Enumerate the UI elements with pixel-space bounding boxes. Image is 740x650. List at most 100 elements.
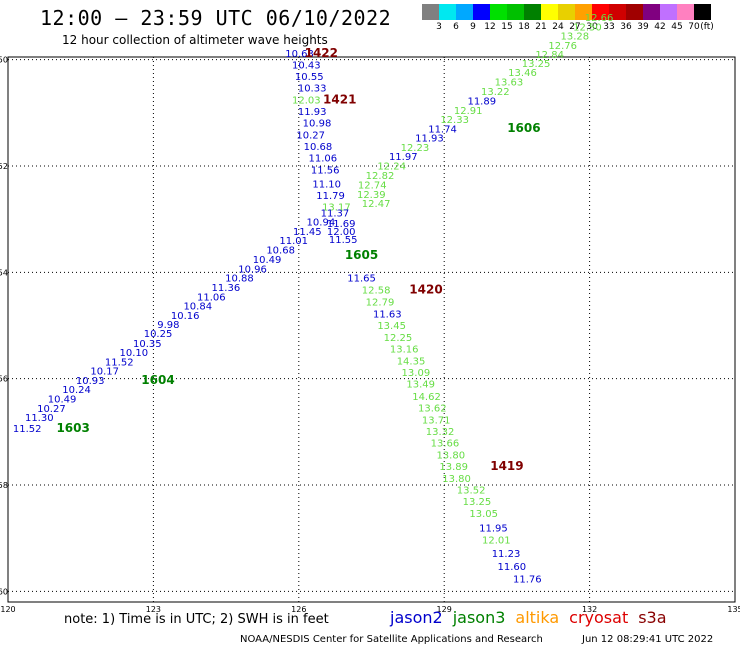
wave-height-value: 12.23	[401, 143, 430, 154]
wave-height-value: 13.89	[439, 462, 468, 473]
wave-height-value: 11.30	[25, 413, 54, 424]
wave-height-value: 11.36	[212, 283, 241, 294]
wave-height-value: 10.55	[295, 72, 324, 83]
wave-height-value: 10.96	[238, 264, 267, 275]
color-scale-bar: 3 6 9 12 15 18 21 24 27 30 33 36 39 42 45 70 (ft)	[422, 4, 714, 34]
pass-number-label: 1420	[409, 283, 442, 297]
wave-height-value: 9.98	[157, 320, 179, 331]
wave-height-value: 10.27	[296, 130, 325, 141]
wave-height-value: 11.93	[415, 134, 444, 145]
wave-height-value: 13.63	[495, 78, 524, 89]
wave-height-value: 13.46	[508, 68, 537, 79]
wave-height-value: 10.68	[304, 142, 333, 153]
wave-height-value: 12.24	[377, 162, 406, 173]
color-swatch	[541, 4, 558, 20]
longitude-label: 135	[727, 605, 740, 614]
wave-height-value: 11.10	[312, 179, 341, 190]
wave-height-value: 11.52	[105, 357, 134, 368]
color-scale-label: 39	[637, 22, 649, 32]
color-scale-label: 12	[484, 22, 496, 32]
wave-height-value: 10.25	[144, 329, 173, 340]
color-swatch	[490, 4, 507, 20]
color-swatch	[439, 4, 456, 20]
wave-height-value: 12.03	[292, 95, 321, 106]
latitude-label: -54	[0, 268, 8, 277]
credit-line: NOAA/NESDIS Center for Satellite Applica…	[240, 634, 543, 645]
wave-height-value: 11.55	[329, 235, 358, 246]
color-scale-label: 9	[470, 22, 476, 32]
wave-height-value: 12.66	[585, 13, 614, 24]
color-swatch	[677, 4, 694, 20]
wave-height-value: 11.45	[293, 227, 322, 238]
color-swatch	[422, 4, 439, 20]
color-scale-label: 15	[501, 22, 513, 32]
wave-height-value: 13.80	[442, 474, 471, 485]
color-swatch	[507, 4, 524, 20]
legend-s3a: s3a	[638, 608, 667, 627]
wave-height-value: 12.47	[362, 199, 391, 210]
pass-number-label: 1421	[323, 92, 356, 106]
pass-number-label: 1422	[305, 46, 338, 60]
wave-height-value: 11.79	[316, 191, 345, 202]
color-scale-label: 21	[535, 22, 547, 32]
wave-height-value: 12.33	[440, 115, 469, 126]
wave-height-value: 11.23	[492, 549, 521, 560]
wave-height-value: 12.76	[548, 41, 577, 52]
color-scale-label: 36	[620, 22, 632, 32]
color-swatch	[694, 4, 711, 20]
wave-height-value: 11.97	[389, 152, 418, 163]
timestamp: Jun 12 08:29:41 UTC 2022	[582, 634, 714, 645]
wave-height-value: 10.35	[133, 339, 162, 350]
wave-height-value: 10.84	[183, 302, 212, 313]
color-swatch	[609, 4, 626, 20]
color-scale-label: 70	[688, 22, 700, 32]
wave-height-value: 11.95	[479, 523, 508, 534]
wave-height-value: 13.32	[426, 427, 455, 438]
wave-height-value: 11.06	[197, 293, 226, 304]
longitude-label: 123	[146, 605, 161, 614]
color-swatch	[456, 4, 473, 20]
wave-height-value: 12.84	[535, 50, 564, 61]
wave-height-value: 10.98	[303, 119, 332, 130]
wave-height-value: 13.52	[457, 486, 486, 497]
wave-height-value: 11.89	[467, 96, 496, 107]
wave-height-value: 11.93	[298, 107, 327, 118]
wave-height-value: 13.25	[463, 497, 492, 508]
wave-height-value: 13.17	[322, 203, 351, 214]
wave-height-value: 12.91	[454, 106, 483, 117]
legend-jason3: jason3	[452, 608, 506, 627]
wave-height-value: 13.71	[422, 415, 451, 426]
pass-number-label: 1419	[490, 459, 523, 473]
satellite-legend: jason2 jason3 altika cryosat s3a	[390, 608, 677, 627]
wave-height-value: 10.49	[48, 395, 77, 406]
wave-height-value: 12.58	[362, 286, 391, 297]
color-swatch	[558, 4, 575, 20]
wave-height-value: 12.01	[482, 536, 511, 547]
legend-jason2: jason2	[390, 608, 443, 627]
color-scale-label: 33	[603, 22, 615, 32]
color-scale-label: 30	[586, 22, 598, 32]
latitude-label: -50	[0, 56, 8, 65]
wave-height-points: 10.6310.4310.5510.3312.0311.9310.9810.27…	[13, 13, 614, 585]
latitude-label: -58	[0, 481, 8, 490]
wave-height-value: 10.49	[253, 255, 282, 266]
color-swatch	[643, 4, 660, 20]
wave-height-value: 10.24	[62, 385, 91, 396]
wave-height-value: 10.68	[266, 246, 295, 257]
plot-frame	[7, 56, 736, 603]
wave-height-value: 13.80	[436, 450, 465, 461]
legend-cryosat: cryosat	[569, 608, 629, 627]
wave-height-value: 12.82	[366, 171, 395, 182]
wave-height-value: 12.00	[327, 227, 356, 238]
color-swatch	[575, 4, 592, 20]
wave-height-value: 11.37	[321, 209, 350, 220]
wave-height-value: 11.60	[498, 562, 527, 573]
wave-height-value: 11.65	[347, 273, 376, 284]
color-scale-label: 27	[569, 22, 581, 32]
wave-height-value: 11.69	[327, 219, 356, 230]
footer-note: note: 1) Time is in UTC; 2) SWH is in fe…	[64, 612, 329, 627]
color-scale-label: (ft)	[700, 22, 714, 32]
wave-height-value: 13.28	[561, 31, 590, 42]
wave-height-value: 10.63	[285, 49, 314, 60]
